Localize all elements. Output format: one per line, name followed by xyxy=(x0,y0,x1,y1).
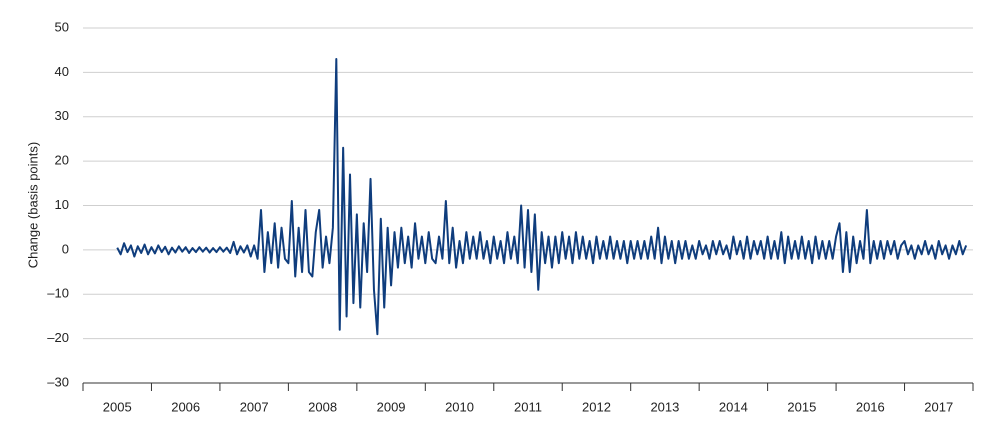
x-tick-label: 2006 xyxy=(171,399,200,414)
y-tick-label: 40 xyxy=(55,64,69,79)
x-tick-label: 2005 xyxy=(103,399,132,414)
data-line xyxy=(116,58,968,336)
x-tick-label: 2009 xyxy=(377,399,406,414)
y-tick-label: 50 xyxy=(55,19,69,34)
x-tick-label: 2016 xyxy=(856,399,885,414)
x-tick-label: 2017 xyxy=(924,399,953,414)
y-tick-label: 20 xyxy=(55,153,69,168)
x-tick-label: 2008 xyxy=(308,399,337,414)
x-tick-label: 2010 xyxy=(445,399,474,414)
x-tick-label: 2007 xyxy=(240,399,269,414)
x-tick-label: 2015 xyxy=(787,399,816,414)
y-tick-label: –10 xyxy=(47,286,69,301)
x-tick-label: 2011 xyxy=(514,399,542,414)
x-tick-label: 2012 xyxy=(582,399,611,414)
y-tick-label: –30 xyxy=(47,374,69,389)
y-tick-label: –20 xyxy=(47,330,69,345)
x-tick-label: 2013 xyxy=(650,399,679,414)
y-axis-label: Change (basis points) xyxy=(25,142,40,268)
x-tick-label: 2014 xyxy=(719,399,748,414)
y-tick-label: 10 xyxy=(55,197,69,212)
y-tick-label: 30 xyxy=(55,108,69,123)
y-tick-label: 0 xyxy=(62,241,69,256)
